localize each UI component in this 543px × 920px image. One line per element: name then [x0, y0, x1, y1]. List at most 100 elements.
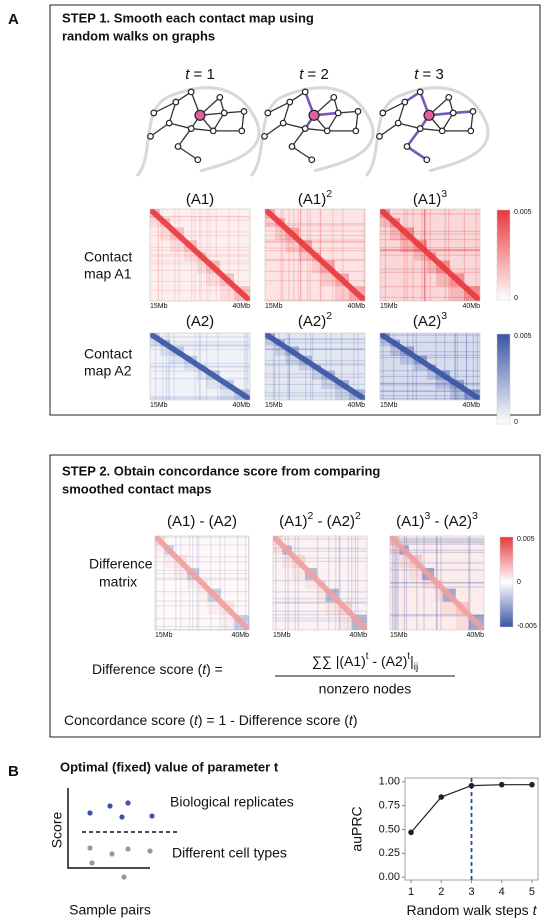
heatmap-stripe [265, 359, 365, 362]
heatmap-stripe [390, 537, 484, 540]
heatmap-stripe [150, 280, 250, 283]
heatmap-domain [150, 339, 160, 347]
heatmap-stripe [155, 569, 249, 572]
heatmap-stripe [273, 602, 367, 604]
heatmap-domain [390, 346, 400, 356]
graph-edge [177, 145, 199, 161]
heatmap-stripe [273, 610, 367, 612]
heatmap-stripe [380, 354, 480, 356]
graph-node [416, 88, 424, 96]
heatmap-stripe [155, 536, 249, 538]
text-run: | [410, 653, 414, 669]
heatmap-domain [400, 240, 414, 253]
heatmap-stripe [415, 333, 417, 400]
graph-node [352, 127, 360, 135]
heatmap-stripe [394, 536, 397, 630]
heatmap-stripe [325, 333, 327, 400]
heatmap-stripe [150, 378, 250, 380]
heatmap-stripe [444, 209, 446, 301]
heatmap-stripe [380, 395, 480, 397]
colorbar-label: 0.005 [517, 536, 535, 543]
heatmap-stripe [339, 536, 341, 630]
heatmap-domain [338, 614, 352, 630]
heatmap-stripe [157, 209, 160, 301]
text-run: - (A2) [313, 513, 355, 530]
heatmap-stripe [287, 333, 289, 400]
heatmap-stripe [300, 209, 302, 301]
heatmap-stripe [265, 348, 365, 351]
heatmap-domain [455, 614, 469, 630]
heatmap-stripe [454, 333, 456, 400]
y-tick-label: 0.25 [379, 847, 400, 859]
heatmap-stripe [390, 615, 484, 617]
heatmap-diagonal [265, 209, 365, 301]
text-run: (A1) [298, 191, 326, 208]
heatmap-stripe [208, 209, 211, 301]
heatmap-stripe [194, 209, 196, 301]
text-run: Concordance score ( [64, 712, 194, 728]
replicate-dot [119, 814, 125, 820]
graph-edge [382, 101, 406, 114]
heatmap-stripe [380, 370, 480, 372]
heatmap-stripe [155, 625, 249, 628]
heatmap-stripe [265, 250, 365, 252]
text-run: 3 [424, 510, 430, 522]
replicate-dot [149, 813, 155, 819]
heatmap-domain [291, 567, 305, 581]
heatmap-domain [155, 545, 165, 555]
heatmap-stripe [157, 209, 159, 301]
heatmap-frame [264, 332, 366, 401]
heatmap-stripe [155, 600, 249, 602]
heatmap-stripe [298, 209, 300, 301]
heatmap-stripe [175, 536, 177, 630]
graph-node [288, 143, 296, 150]
heatmap-stripe [228, 209, 230, 301]
colorbar-label: 0.005 [514, 333, 532, 340]
cell-type-dot [125, 846, 131, 852]
heatmap-stripe [265, 259, 365, 261]
heatmap-stripe [150, 343, 250, 345]
axis-label: 40Mb [347, 303, 365, 310]
row-label: map A1 [84, 266, 132, 282]
group-label: Different cell types [172, 845, 287, 861]
heatmap-stripe [150, 397, 250, 399]
heatmap-stripe [288, 333, 291, 400]
heatmap-stripe [215, 209, 217, 301]
heatmap-stripe [265, 280, 365, 282]
data-point [438, 794, 445, 800]
row-label: Contact [84, 346, 132, 362]
heatmap-stripe [245, 333, 247, 400]
axis-label: 15Mb [155, 632, 173, 639]
graph-edge [441, 112, 454, 132]
graph-node [187, 125, 195, 132]
heatmap-stripe [425, 209, 427, 301]
text-run: 2 [355, 510, 361, 522]
heatmap-stripe [380, 271, 480, 273]
y-tick-label: 0.00 [379, 871, 400, 883]
heatmap-stripe [335, 536, 337, 630]
graph-edge [168, 101, 177, 124]
heatmap-stripe [380, 351, 480, 353]
heatmap-domain [206, 379, 220, 390]
graph-node [308, 109, 320, 121]
heatmap-stripe [380, 238, 480, 241]
heatmap-diagonal [155, 536, 249, 630]
graph-edge [305, 127, 328, 132]
colorbar-label: 0.005 [514, 209, 532, 216]
x-tick-label: 1 [408, 886, 414, 898]
heatmap-stripe [273, 614, 367, 616]
graph-node [301, 125, 309, 132]
text-run: t [349, 712, 354, 728]
heatmap-stripe [390, 569, 484, 571]
text-run: 2 [307, 510, 313, 522]
heatmap-stripe [390, 551, 484, 554]
heatmap-stripe [380, 230, 480, 232]
heatmap-stripe [380, 382, 480, 384]
heatmap-stripe [273, 557, 367, 559]
axis-label: 15Mb [150, 402, 168, 409]
heatmap-frame [154, 535, 250, 631]
heatmap-stripe [155, 572, 249, 575]
graph-edge [291, 145, 313, 161]
heatmap-stripe [150, 219, 250, 221]
matrix-label: (A1) - (A2) [167, 513, 237, 530]
